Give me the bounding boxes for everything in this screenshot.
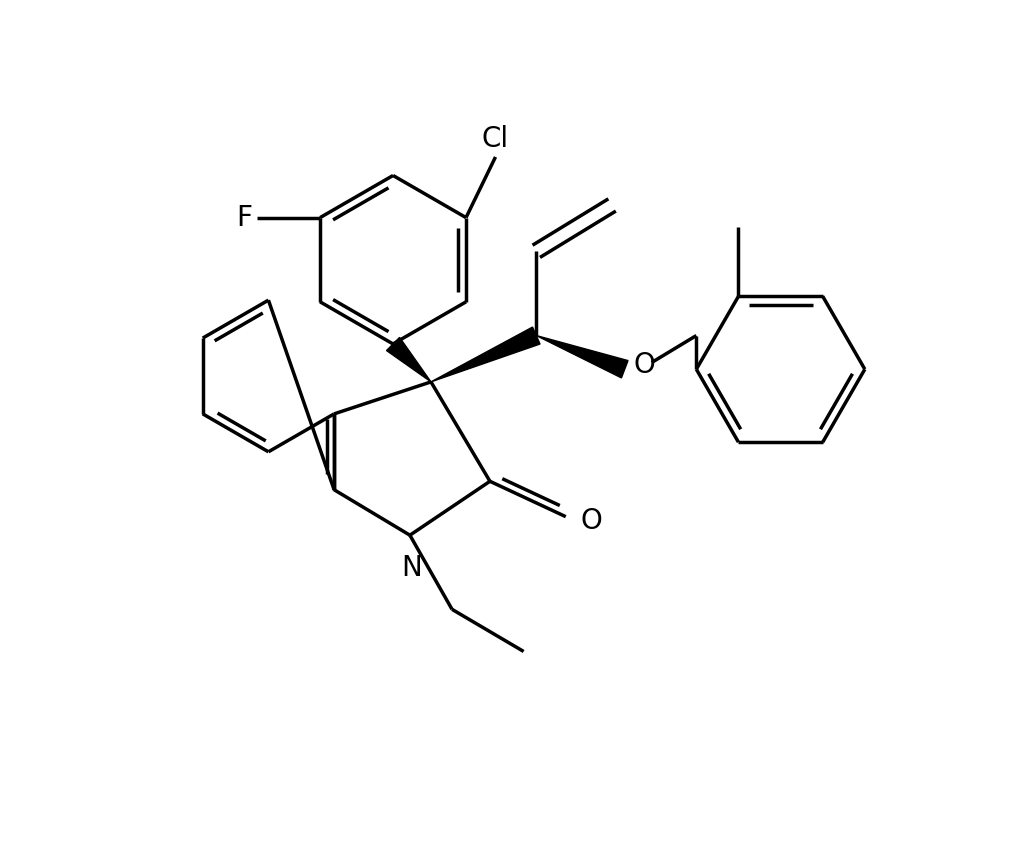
Polygon shape	[537, 336, 629, 378]
Text: N: N	[402, 554, 422, 582]
Text: F: F	[237, 204, 252, 232]
Text: Cl: Cl	[482, 125, 509, 153]
Text: O: O	[634, 351, 655, 379]
Polygon shape	[386, 338, 431, 382]
Text: O: O	[580, 507, 603, 535]
Polygon shape	[431, 327, 540, 382]
